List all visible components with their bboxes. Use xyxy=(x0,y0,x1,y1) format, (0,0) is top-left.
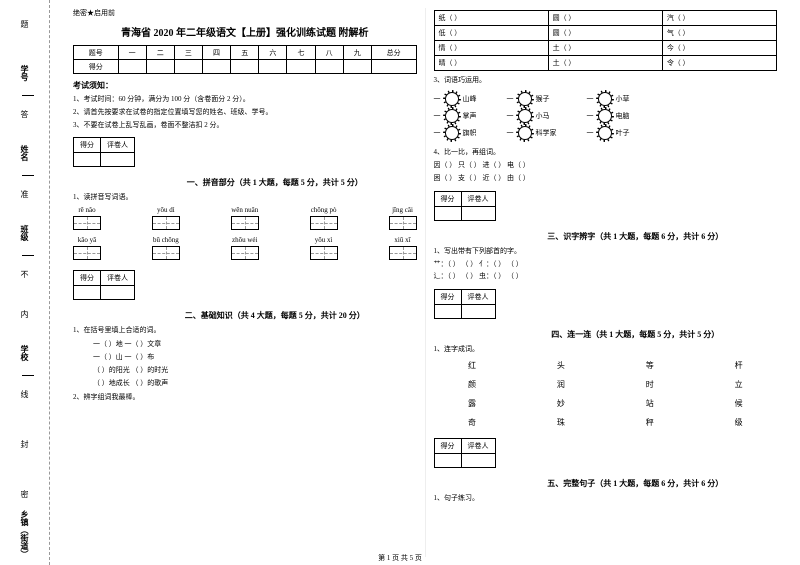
question-text: 1、读拼音写词语。 xyxy=(73,192,417,202)
left-column: 绝密★启用前 青海省 2020 年二年级语文【上册】强化训练试题 附解析 题号 … xyxy=(65,8,426,557)
binding-mark: 密 xyxy=(19,490,30,498)
exam-title: 青海省 2020 年二年级语文【上册】强化训练试题 附解析 xyxy=(73,24,417,39)
char-grid[interactable] xyxy=(310,246,338,260)
sun-icon xyxy=(445,92,459,106)
score-box: 得分评卷人 xyxy=(434,191,496,221)
part-title: 五、完整句子（共 1 大题，每题 6 分，共计 6 分） xyxy=(494,478,778,489)
char-grid[interactable] xyxy=(310,216,338,230)
binding-label: 姓名 xyxy=(19,145,30,161)
rule-item: 1、考试时间：60 分钟，满分为 100 分（含卷面分 2 分）。 xyxy=(73,95,417,105)
fill-line: 辶：（ ） （ ） 虫：（ ） （ ） xyxy=(434,272,778,282)
binding-label: 学校 xyxy=(19,345,30,361)
score-box: 得分评卷人 xyxy=(73,137,135,167)
rule-item: 2、请首先按要求在试卷的指定位置填写您的姓名、班级、学号。 xyxy=(73,108,417,118)
char-compare-table: 纸（ ）圆（ ）汽（ ） 低（ ）圆（ ）气（ ） 情（ ）土（ ）今（ ） 晴… xyxy=(434,10,778,71)
sun-icon xyxy=(518,109,532,123)
char-grid[interactable] xyxy=(389,216,417,230)
fill-line: 困（ ） 支（ ） 近（ ） 由（ ） xyxy=(434,174,778,184)
notice-heading: 考试须知： xyxy=(73,80,417,91)
binding-label: 学号 xyxy=(19,65,30,81)
binding-mark: 准 xyxy=(19,190,30,198)
char-grid[interactable] xyxy=(152,246,180,260)
score-box: 得分评卷人 xyxy=(73,270,135,300)
content-area: 绝密★启用前 青海省 2020 年二年级语文【上册】强化训练试题 附解析 题号 … xyxy=(50,0,800,565)
sun-icon xyxy=(445,109,459,123)
binding-mark: 内 xyxy=(19,310,30,318)
binding-mark: 不 xyxy=(19,270,30,278)
sun-icon xyxy=(598,126,612,140)
binding-margin: 题 学号 答 姓名 准 班级 不 内 学校 线 封 密 乡镇（街道） xyxy=(0,0,50,565)
binding-mark: 封 xyxy=(19,440,30,448)
pinyin-row: kǎo yā bǔ chōng zhōu wéi yōu xì xiū xī xyxy=(73,236,417,262)
question-text: 4、比一比，再组词。 xyxy=(434,147,778,157)
sun-icon xyxy=(518,126,532,140)
question-text: 1、连字成词。 xyxy=(434,344,778,354)
binding-mark: 答 xyxy=(19,110,30,118)
question-text: 1、句子练习。 xyxy=(434,493,778,503)
sun-icon xyxy=(598,92,612,106)
char-grid[interactable] xyxy=(231,246,259,260)
part-title: 三、识字辨字（共 1 大题，每题 6 分，共计 6 分） xyxy=(494,231,778,242)
score-box: 得分评卷人 xyxy=(434,289,496,319)
sun-icon xyxy=(598,109,612,123)
binding-mark: 线 xyxy=(19,390,30,398)
score-table: 题号 一 二 三 四 五 六 七 八 九 总分 得分 xyxy=(73,45,417,74)
char-grid[interactable] xyxy=(73,246,101,260)
part-title: 四、连一连（共 1 大题，每题 5 分，共计 5 分） xyxy=(494,329,778,340)
fill-line: （ ）地成长 （ ）的歌声 xyxy=(93,378,417,388)
rule-item: 3、不要在试卷上乱写乱画，卷面不整洁扣 2 分。 xyxy=(73,121,417,131)
score-box: 得分评卷人 xyxy=(434,438,496,468)
pinyin-row: rě nǎo yōu dì wēn nuǎn chōng pò jīng cǎi xyxy=(73,206,417,232)
char-grid[interactable] xyxy=(73,216,101,230)
fill-line: 一（ ）地 一（ ）文章 xyxy=(93,339,417,349)
question-text: 1、写出带有下列部首的字。 xyxy=(434,246,778,256)
sun-icon xyxy=(518,92,532,106)
char-grid[interactable] xyxy=(389,246,417,260)
question-text: 1、在括号里填上合适的词。 xyxy=(73,325,417,335)
right-column: 纸（ ）圆（ ）汽（ ） 低（ ）圆（ ）气（ ） 情（ ）土（ ）今（ ） 晴… xyxy=(426,8,786,557)
page-footer: 第 1 页 共 5 页 xyxy=(378,553,422,563)
part-title: 二、基础知识（共 4 大题，每题 5 分，共计 20 分） xyxy=(133,310,417,321)
binding-mark: 题 xyxy=(19,20,30,28)
part-title: 一、拼音部分（共 1 大题，每题 5 分，共计 5 分） xyxy=(133,177,417,188)
confidential-note: 绝密★启用前 xyxy=(73,8,417,18)
fill-line: 一（ ）山 一（ ）布 xyxy=(93,352,417,362)
connect-grid: 红头等杆 颜润时立 露妙站候 奇珠秤级 xyxy=(434,360,778,428)
binding-label: 班级 xyxy=(19,225,30,241)
char-grid[interactable] xyxy=(152,216,180,230)
fill-line: 艹：（ ） （ ） 亻：（ ） （ ） xyxy=(434,260,778,270)
sun-group: 一 山峰 一 掌声 一 旗帜 一 猴子 一 小马 一 科学家 一 小草 一 电脑… xyxy=(434,89,778,143)
fill-line: 因（ ） 只（ ） 进（ ） 电（ ） xyxy=(434,161,778,171)
question-text: 3、词语巧运用。 xyxy=(434,75,778,85)
sun-icon xyxy=(445,126,459,140)
question-text: 2、辨字组词我最棒。 xyxy=(73,392,417,402)
char-grid[interactable] xyxy=(231,216,259,230)
fill-line: （ ）的阳光 （ ）的时光 xyxy=(93,365,417,375)
binding-label: 乡镇（街道） xyxy=(19,510,30,558)
